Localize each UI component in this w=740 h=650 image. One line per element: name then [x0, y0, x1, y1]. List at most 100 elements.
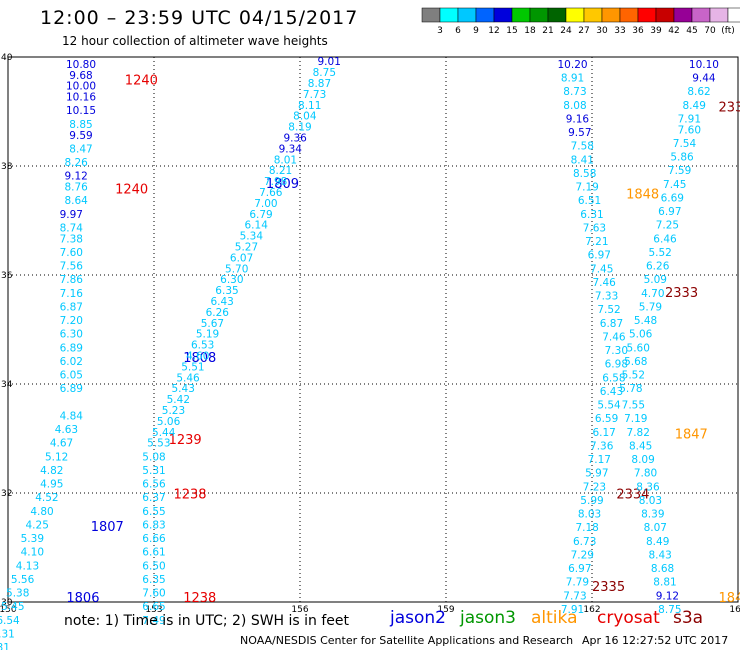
wave-height-value: 9.01: [318, 56, 341, 68]
wave-height-value: 6.30: [60, 329, 83, 341]
wave-height-value: 5.34: [240, 231, 264, 243]
wave-height-value: 6.58: [602, 372, 625, 384]
legend-jason2: jason2: [390, 608, 446, 628]
wave-height-value: 9.36: [283, 132, 307, 144]
wave-height-value: 8.58: [573, 168, 596, 180]
pass-time-label: 2334: [616, 487, 649, 502]
wave-height-value: 8.11: [298, 100, 321, 112]
wave-height-value: 7.46: [592, 277, 616, 289]
wave-height-value: 6.07: [230, 252, 253, 264]
wave-height-value: 7.19: [575, 182, 598, 194]
wave-height-value: 6.53: [191, 340, 214, 352]
wave-height-value: 5.56: [11, 574, 35, 586]
wave-height-value: 5.12: [45, 451, 68, 463]
colorbar-label: 24: [560, 26, 572, 36]
wave-height-value: 6.43: [600, 386, 623, 398]
y-tick-label: 36: [1, 271, 13, 281]
wave-height-value: 8.75: [658, 604, 681, 616]
legend-jason3: jason3: [460, 608, 516, 628]
wave-height-value: 10.00: [66, 81, 96, 93]
wave-height-value: 6.05: [60, 370, 83, 382]
pass-time-label: 1240: [125, 73, 158, 88]
wave-height-value: 7.46: [602, 331, 626, 343]
wave-height-value: 6.35: [142, 574, 165, 586]
wave-height-value: 8.21: [269, 165, 292, 177]
wave-height-value: 5.52: [648, 247, 671, 259]
wave-height-value: 10.80: [66, 59, 96, 71]
x-tick-label: 150: [0, 605, 17, 615]
wave-height-value: 8.26: [64, 157, 88, 169]
wave-height-value: 7.66: [259, 187, 283, 199]
wave-height-value: 5.44: [152, 427, 176, 439]
wave-height-value: 10.20: [558, 59, 588, 71]
wave-height-value: 7.38: [60, 233, 83, 245]
colorbar-label: 18: [524, 26, 536, 36]
pass-time-label: 1809: [266, 177, 299, 192]
wave-height-value: 7.52: [597, 304, 620, 316]
wave-height-value: 5.78: [619, 383, 642, 395]
wave-height-value: 6.61: [142, 547, 165, 559]
wave-height-value: 6.26: [206, 307, 230, 319]
colorbar-label: 39: [650, 26, 662, 36]
wave-height-value: 9.12: [656, 590, 679, 602]
wave-height-value: 6.97: [568, 563, 591, 575]
wave-height-value: 6.69: [661, 192, 684, 204]
wave-height-value: 4.67: [50, 438, 73, 450]
page-subtitle: 12 hour collection of altimeter wave hei…: [62, 34, 328, 48]
wave-height-value: 7.19: [624, 413, 647, 425]
wave-height-value: 5.09: [644, 274, 667, 286]
wave-height-value: 4.84: [60, 410, 84, 422]
wave-height-value: 7.98: [264, 176, 287, 188]
wave-height-value: 9.57: [568, 127, 591, 139]
wave-height-value: 7.25: [656, 220, 679, 232]
wave-height-value: 7.55: [622, 400, 645, 412]
wave-height-value: 5.06: [157, 416, 181, 428]
wave-height-value: 5.06: [629, 329, 653, 341]
colorbar-label: 27: [578, 26, 589, 36]
colorbar-swatch: [727, 7, 740, 23]
wave-height-value: 7.33: [595, 291, 618, 303]
wave-height-value: 6.98: [605, 359, 628, 371]
wave-height-value: 8.73: [563, 86, 586, 98]
colorbar-swatch: [583, 7, 603, 23]
wave-height-value: 8.62: [687, 86, 710, 98]
wave-height-value: 7.60: [678, 124, 701, 136]
wave-height-value: 6.87: [600, 318, 623, 330]
wave-height-value: 6.31: [0, 642, 10, 650]
wave-height-value: 5.54: [597, 400, 621, 412]
wave-height-value: 4.25: [26, 519, 49, 531]
wave-height-value: 8.36: [636, 481, 660, 493]
wave-height-value: 5.43: [172, 383, 195, 395]
wave-height-value: 7.82: [627, 427, 650, 439]
wave-height-value: 7.17: [588, 454, 611, 466]
wave-height-value: 6.79: [249, 209, 272, 221]
colorbar-label: 3: [437, 26, 443, 36]
credit-line: NOAA/NESDIS Center for Satellite Applica…: [240, 634, 574, 647]
wave-height-value: 6.31: [580, 209, 603, 221]
colorbar-label: 70: [704, 26, 716, 36]
wave-height-value: 7.18: [575, 522, 598, 534]
wave-height-value: 7.29: [571, 549, 594, 561]
wave-height-value: 6.37: [142, 492, 165, 504]
legend-cryosat: cryosat: [597, 608, 660, 628]
wave-height-value: 8.39: [641, 509, 664, 521]
wave-height-value: 5.08: [142, 451, 165, 463]
wave-height-value: 9.59: [69, 130, 92, 142]
wave-height-value: 6.43: [210, 296, 233, 308]
legend-s3a: s3a: [673, 608, 704, 628]
wave-height-value: 8.74: [60, 222, 84, 234]
wave-height-value: 7.86: [60, 274, 84, 286]
colorbar-swatch: [601, 7, 621, 23]
wave-height-value: 7.73: [303, 89, 326, 101]
wave-height-value: 6.31: [0, 628, 15, 640]
wave-height-value: 7.91: [561, 604, 584, 616]
colorbar-swatch: [475, 7, 495, 23]
wave-height-value: 5.42: [167, 394, 190, 406]
wave-height-value: 5.48: [634, 315, 657, 327]
wave-height-value: 6.30: [220, 274, 243, 286]
wave-height-value: 8.81: [653, 577, 676, 589]
colorbar-swatch: [673, 7, 693, 23]
wave-height-value: 4.63: [55, 424, 78, 436]
pass-time-label: 1238: [183, 591, 216, 606]
colorbar-swatch: [709, 7, 729, 23]
